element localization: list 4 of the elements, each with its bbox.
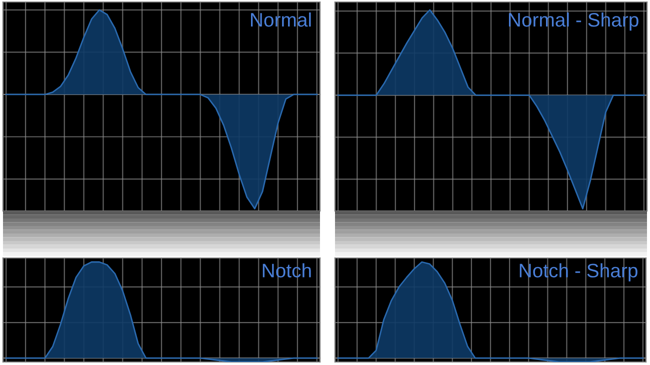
chart-title: Notch (262, 263, 311, 278)
chart-title: Notch - Sharp (520, 263, 638, 282)
chart-title: Normal (251, 12, 311, 27)
chart-title: Normal - Sharp (508, 12, 638, 31)
